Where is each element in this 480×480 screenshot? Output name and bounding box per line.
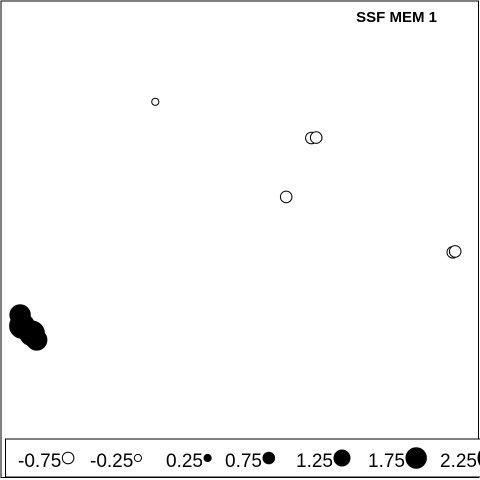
data-point-6 — [448, 245, 462, 258]
chart-title: SSF MEM 1 — [356, 9, 437, 26]
legend-label-3: 0.25 — [166, 451, 203, 472]
legend-box — [5, 438, 480, 478]
legend-bubble-6 — [405, 447, 427, 469]
legend-bubble-4 — [262, 451, 276, 465]
legend-bubble-3 — [203, 453, 212, 463]
data-point-1 — [151, 97, 160, 106]
legend: -0.75 -0.25 0.25 0.75 1.25 1.75 2.25 — [5, 438, 480, 478]
data-point-10 — [26, 329, 48, 351]
data-point-4 — [279, 190, 293, 204]
legend-label-5: 1.25 — [296, 451, 333, 472]
data-point-3 — [309, 131, 323, 144]
points-layer — [9, 97, 462, 351]
legend-label-6: 1.75 — [368, 451, 405, 472]
legend-label-7: 2.25 — [440, 451, 477, 472]
legend-label-1: -0.75 — [18, 451, 61, 472]
legend-label-4: 0.75 — [225, 451, 262, 472]
legend-bubble-1 — [61, 451, 75, 465]
legend-bubble-5 — [333, 449, 351, 467]
legend-label-2: -0.25 — [90, 451, 133, 472]
legend-bubble-2 — [133, 453, 142, 463]
